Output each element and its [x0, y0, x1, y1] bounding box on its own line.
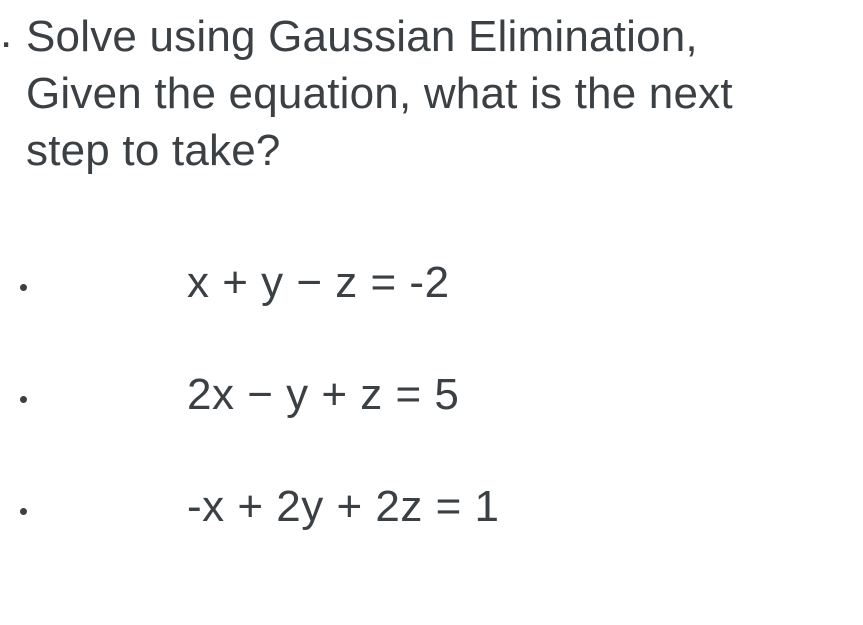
question-line-1: Solve using Gaussian Elimination,: [0, 8, 840, 65]
equation-row: -x + 2y + 2z = 1: [20, 482, 820, 532]
document-page: . Solve using Gaussian Elimination, Give…: [0, 0, 863, 625]
equation-text: -x + 2y + 2z = 1: [187, 482, 500, 532]
question-text: Solve using Gaussian Elimination, Given …: [0, 8, 840, 180]
equation-row: 2x − y + z = 5: [20, 370, 820, 420]
question-line-2: Given the equation, what is the next: [0, 65, 840, 122]
bullet-icon: [20, 284, 27, 291]
question-line-3: step to take?: [0, 122, 840, 179]
equation-row: x + y − z = -2: [20, 258, 820, 308]
bullet-icon: [20, 508, 27, 515]
bullet-icon: [20, 396, 27, 403]
equation-text: x + y − z = -2: [187, 258, 450, 308]
equation-text: 2x − y + z = 5: [187, 370, 459, 420]
equation-list: x + y − z = -2 2x − y + z = 5 -x + 2y + …: [20, 258, 820, 532]
